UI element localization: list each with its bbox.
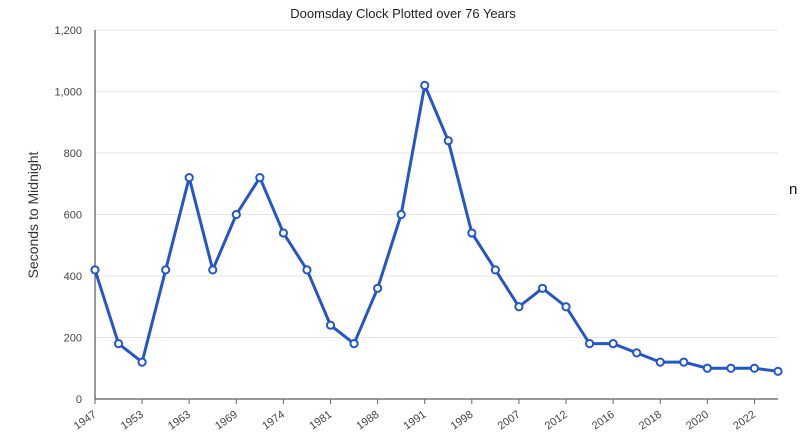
y-tick-label: 1,200 (54, 25, 82, 37)
x-tick-labels: 1947 1953 1963 1969 1974 1981 1988 1991 1998 2007… (72, 399, 758, 433)
y-axis-label: Seconds to Midnight (25, 151, 41, 278)
series-point (231, 209, 241, 220)
axes (94, 30, 778, 400)
series-point (561, 302, 571, 312)
chart-title: Doomsday Clock Plotted over 76 Years (290, 6, 516, 21)
series-point (514, 302, 524, 312)
series-point (490, 265, 500, 275)
series-point (325, 320, 336, 330)
series-point (396, 209, 406, 220)
x-tick-label: 1991 (402, 409, 429, 433)
x-tick-label: 2012 (543, 409, 570, 433)
x-tick-label: 1988 (354, 409, 381, 433)
series-point (161, 265, 171, 275)
x-tick-label: 1947 (72, 409, 99, 433)
series-line (93, 83, 780, 373)
x-tick-label: 2016 (590, 409, 617, 433)
series-point (349, 339, 359, 349)
y-tick-label: 400 (64, 271, 82, 283)
y-tick-label: 800 (64, 148, 82, 160)
x-tick-label: 1974 (260, 409, 287, 433)
x-tick-label: 1969 (213, 409, 240, 433)
series-point (702, 363, 712, 373)
series-point (584, 339, 595, 349)
series-point (773, 366, 783, 376)
series-point (467, 228, 477, 238)
x-tick-label: 2007 (496, 409, 523, 433)
x-tick-label: 2022 (731, 409, 758, 433)
series-point (749, 363, 760, 373)
stray-text: n (789, 181, 797, 198)
series-point (608, 339, 618, 349)
x-tick-label: 2020 (684, 409, 711, 433)
y-tick-label: 600 (64, 210, 82, 222)
series-point (113, 339, 124, 349)
series-point (537, 283, 548, 293)
grid-lines (95, 29, 778, 400)
series-point (184, 173, 194, 183)
x-tick-label: 1981 (307, 409, 334, 433)
series-point (208, 265, 218, 275)
series-group (90, 80, 783, 376)
series-point (632, 348, 642, 358)
series-point (655, 357, 665, 367)
y-tick-label: 0 (76, 394, 82, 406)
x-tick-label: 2018 (637, 409, 664, 433)
series-point (278, 228, 289, 238)
x-tick-label: 1998 (449, 409, 476, 433)
series-point (373, 283, 383, 293)
series-point (302, 265, 312, 275)
series-point (726, 363, 736, 373)
series-point (90, 265, 100, 275)
x-tick-label: 1963 (166, 409, 193, 433)
series-point (679, 357, 689, 367)
series-point (443, 136, 453, 146)
series-point (137, 357, 147, 367)
y-tick-label: 200 (64, 333, 82, 345)
y-tick-labels: 0 200 400 600 800 1,000 1,200 (54, 25, 82, 406)
x-tick-label: 1953 (119, 409, 146, 433)
series-point (420, 80, 430, 90)
series-point (255, 173, 265, 183)
y-tick-label: 1,000 (54, 87, 82, 99)
